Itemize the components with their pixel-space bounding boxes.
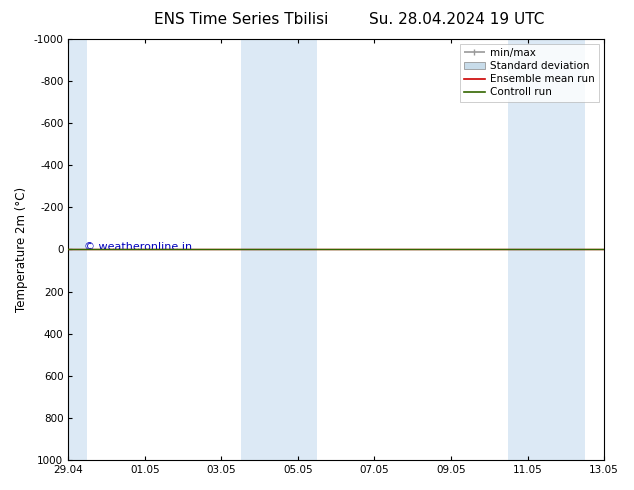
Legend: min/max, Standard deviation, Ensemble mean run, Controll run: min/max, Standard deviation, Ensemble me… [460, 44, 599, 101]
Text: ENS Time Series Tbilisi: ENS Time Series Tbilisi [153, 12, 328, 27]
Text: © weatheronline.in: © weatheronline.in [84, 242, 193, 252]
Bar [508, 39, 585, 460]
Bar [68, 39, 87, 460]
Text: Su. 28.04.2024 19 UTC: Su. 28.04.2024 19 UTC [369, 12, 544, 27]
Bar [240, 39, 317, 460]
Y-axis label: Temperature 2m (°C): Temperature 2m (°C) [15, 187, 28, 312]
